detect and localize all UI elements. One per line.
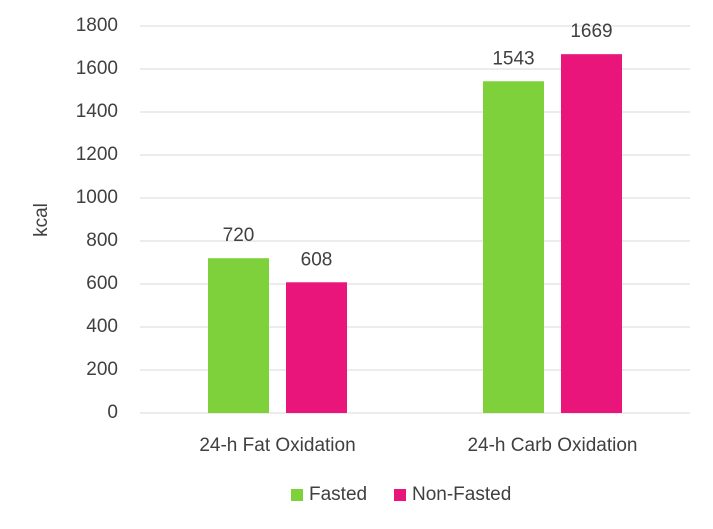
data-label: 720 [223, 225, 255, 246]
x-tick-label: 24-h Fat Oxidation [199, 435, 355, 456]
y-tick-label: 800 [86, 230, 118, 251]
y-tick-label: 1800 [76, 15, 118, 36]
bar [286, 282, 347, 413]
legend-label: Fasted [309, 484, 367, 505]
legend-swatch [394, 489, 406, 501]
y-tick-label: 200 [86, 359, 118, 380]
data-label: 1543 [492, 48, 534, 69]
bar [208, 258, 269, 413]
y-tick-label: 1400 [76, 101, 118, 122]
y-tick-label: 0 [107, 402, 118, 423]
y-tick-label: 1200 [76, 144, 118, 165]
bar [483, 81, 544, 413]
data-label: 608 [301, 249, 333, 270]
legend-swatch [291, 489, 303, 501]
y-tick-label: 1600 [76, 58, 118, 79]
y-axis-label: kcal [31, 203, 52, 237]
y-tick-label: 600 [86, 273, 118, 294]
legend-label: Non-Fasted [412, 484, 511, 505]
y-tick-label: 1000 [76, 187, 118, 208]
data-label: 1669 [570, 21, 612, 42]
x-tick-label: 24-h Carb Oxidation [467, 435, 637, 456]
y-tick-label: 400 [86, 316, 118, 337]
bar [561, 54, 622, 413]
